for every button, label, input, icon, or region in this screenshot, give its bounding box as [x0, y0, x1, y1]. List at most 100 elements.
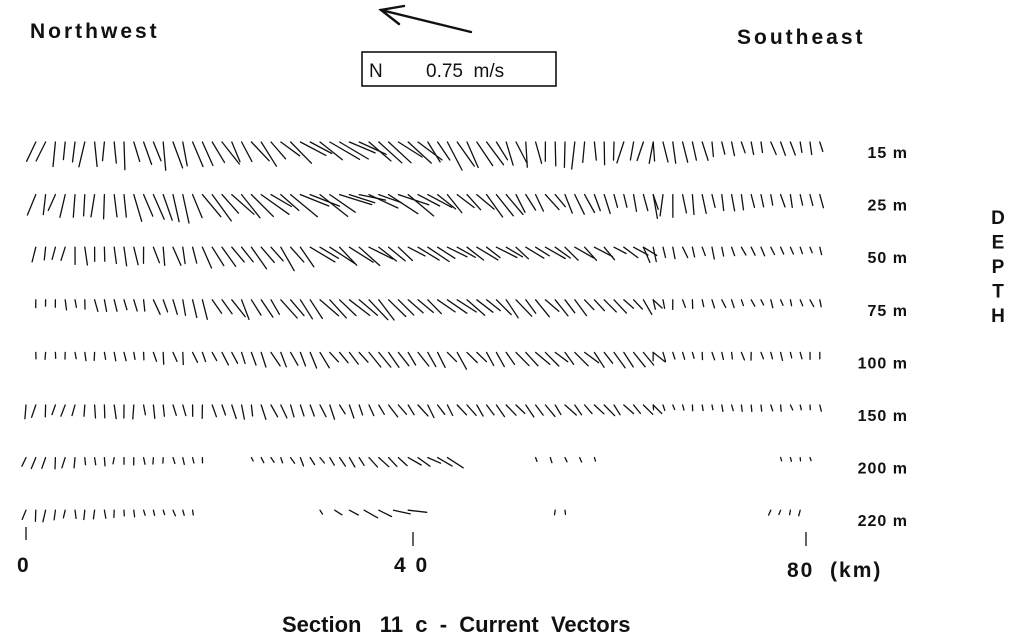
current-vector	[681, 246, 689, 259]
current-vector	[662, 246, 667, 259]
current-vector	[534, 351, 551, 366]
current-vector	[770, 141, 777, 156]
current-vector	[397, 404, 408, 415]
current-vector	[231, 351, 239, 364]
current-vector	[515, 299, 533, 317]
current-vector	[436, 141, 451, 161]
current-vector	[133, 351, 136, 361]
current-vector	[82, 193, 86, 217]
current-vector	[427, 404, 435, 419]
current-vector	[632, 351, 646, 368]
current-vector	[152, 141, 162, 162]
current-vector	[289, 299, 305, 317]
scale-box	[361, 51, 557, 87]
current-vector	[623, 299, 635, 309]
current-vector	[43, 246, 47, 261]
current-vector	[47, 193, 57, 212]
current-vector	[378, 141, 403, 164]
current-vector	[525, 351, 539, 367]
current-vector	[162, 351, 165, 365]
current-vector	[740, 351, 746, 361]
current-vector	[52, 141, 57, 168]
current-vector	[103, 456, 106, 467]
current-vector	[260, 404, 267, 420]
depth-label: 25 m	[868, 198, 908, 215]
current-vector	[476, 404, 484, 417]
current-vector	[779, 299, 784, 306]
current-vector	[172, 351, 178, 363]
current-vector	[133, 509, 136, 518]
current-vector	[740, 141, 746, 154]
current-vector	[632, 193, 638, 212]
current-vector	[770, 404, 774, 412]
current-vector	[270, 351, 281, 367]
current-vector	[387, 404, 399, 418]
current-vector	[485, 351, 495, 367]
current-vector	[289, 193, 319, 218]
current-vector	[211, 351, 218, 362]
north-label: N	[369, 61, 383, 82]
current-vector	[172, 141, 184, 169]
current-vector	[721, 246, 725, 257]
current-vector	[730, 299, 735, 309]
current-vector	[113, 299, 118, 312]
current-vector	[289, 141, 313, 164]
current-vector	[123, 299, 128, 311]
current-vector	[101, 141, 106, 162]
current-vector	[779, 193, 786, 208]
current-vector	[132, 404, 135, 420]
current-vector	[427, 141, 441, 163]
current-vector	[240, 299, 250, 321]
current-vector	[789, 141, 796, 156]
current-vector	[152, 404, 156, 419]
current-vector	[534, 246, 550, 257]
current-vector	[102, 193, 106, 220]
current-vector	[574, 351, 589, 367]
current-vector	[613, 246, 627, 255]
current-vector	[92, 509, 96, 520]
current-vector	[583, 246, 598, 261]
current-vector	[62, 141, 66, 161]
current-vector	[24, 404, 27, 420]
current-vector	[123, 193, 127, 218]
current-vector	[652, 193, 659, 220]
current-vector	[329, 456, 335, 466]
current-vector	[378, 404, 385, 415]
current-vector	[358, 299, 379, 316]
current-vector	[407, 351, 417, 366]
current-vector	[319, 456, 326, 464]
current-vector	[397, 299, 415, 316]
current-vector	[152, 193, 165, 220]
current-vector	[260, 246, 275, 264]
current-vector	[309, 246, 336, 263]
vector-row	[24, 404, 822, 420]
current-vector	[162, 141, 167, 171]
current-vector	[299, 351, 307, 367]
current-vector	[182, 299, 187, 316]
current-vector	[652, 299, 656, 310]
current-vector	[809, 299, 815, 308]
current-vector	[299, 456, 305, 467]
current-vector	[103, 351, 107, 360]
current-vector	[162, 509, 166, 516]
current-vector	[505, 193, 524, 216]
current-vector	[387, 351, 400, 368]
current-vector	[319, 404, 327, 418]
current-vector	[564, 246, 579, 261]
current-vector	[368, 351, 382, 368]
current-vector	[84, 456, 87, 466]
current-vector	[319, 141, 344, 161]
current-vector	[436, 246, 456, 259]
scale-arrow	[378, 4, 473, 34]
current-vector	[648, 141, 654, 164]
current-vector	[819, 299, 822, 308]
current-vector	[260, 193, 290, 215]
current-vector	[64, 299, 68, 311]
current-vector	[603, 246, 616, 261]
current-vector	[142, 509, 146, 516]
current-vector	[662, 299, 666, 309]
current-vector	[564, 404, 577, 416]
current-vector	[201, 193, 222, 218]
current-vector	[309, 351, 318, 369]
current-vector	[760, 246, 766, 257]
